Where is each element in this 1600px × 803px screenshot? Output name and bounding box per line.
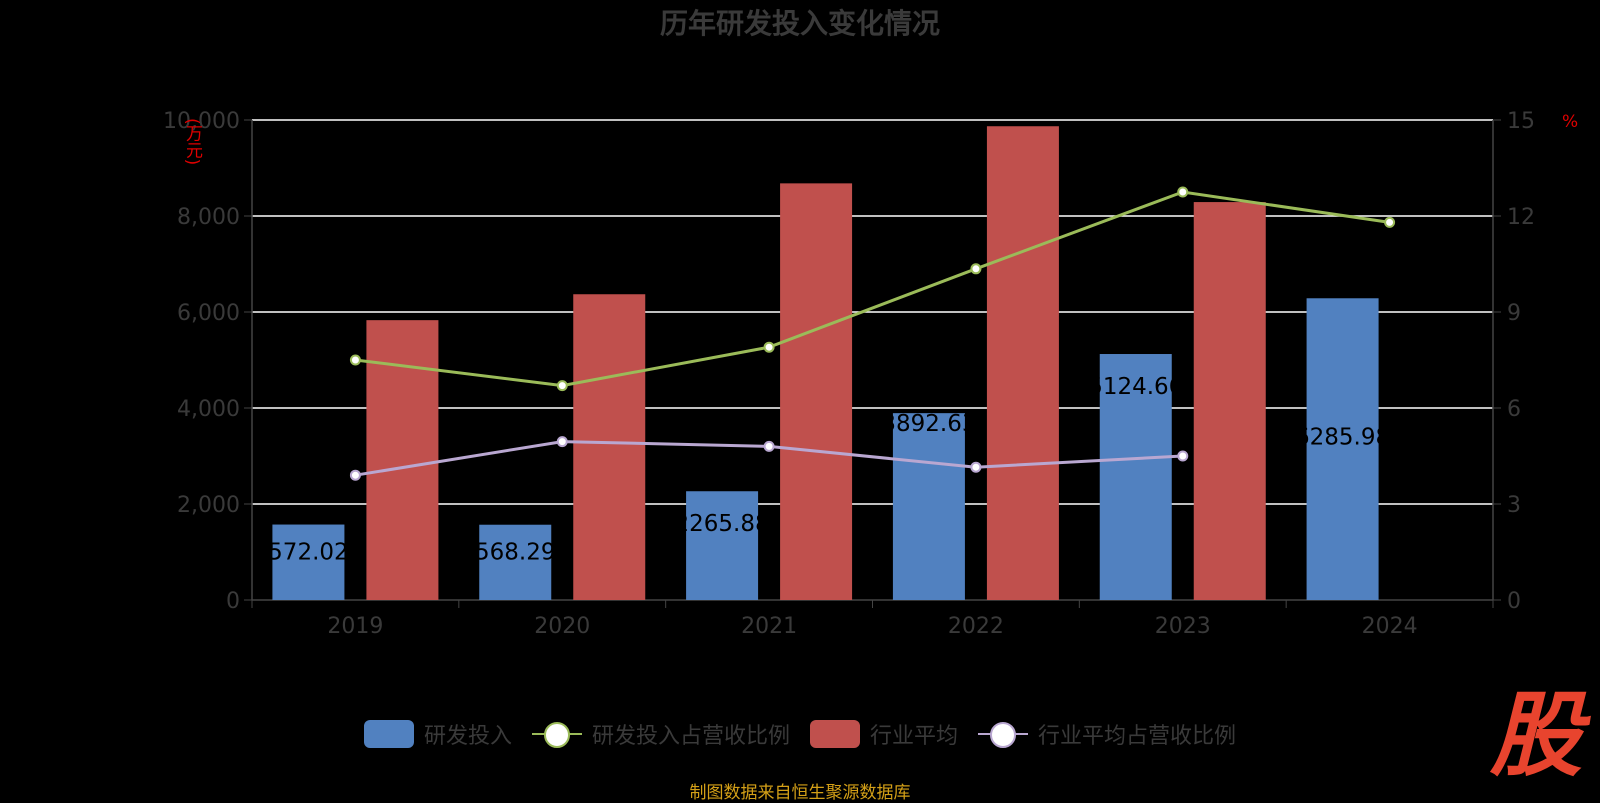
left-tick-label: 4,000 (177, 397, 240, 422)
legend-swatch-industry (810, 720, 860, 748)
rd-ratio-point (1384, 216, 1396, 228)
bar-data-label: 6285.98 (1295, 424, 1390, 450)
legend-label-industry-ratio: 行业平均占营收比例 (1038, 724, 1237, 749)
right-axis-unit: % (1562, 112, 1579, 132)
source-note: 制图数据来自恒生聚源数据库 (689, 783, 911, 803)
industry-ratio-point (1177, 450, 1189, 462)
watermark-logo: 股 (1490, 682, 1583, 789)
left-tick-label: 0 (226, 589, 240, 614)
x-tick-label: 2020 (534, 614, 590, 639)
bar-rd (892, 413, 965, 600)
right-tick-label: 15 (1507, 109, 1535, 134)
bar-industry (986, 126, 1059, 601)
legend-item-rd-ratio[interactable]: 研发投入占营收比例 (531, 718, 790, 750)
left-axis-unit: (万元) (182, 118, 202, 166)
bar-industry (573, 294, 646, 600)
bar-rd (1306, 298, 1379, 600)
x-tick-label: 2021 (741, 614, 797, 639)
x-tick-label: 2024 (1362, 614, 1418, 639)
legend-label-rd: 研发投入 (423, 724, 512, 749)
legend-swatch-rd (363, 720, 414, 748)
bar-data-label: 3892.63 (881, 411, 976, 437)
bar-data-label: 2265.88 (675, 511, 770, 537)
legend-item-industry-ratio[interactable]: 行业平均占营收比例 (978, 718, 1236, 750)
legend-swatch-industry-ratio (978, 720, 1029, 748)
rd-ratio-point (349, 354, 361, 366)
bar-data-label: 568.29 (475, 540, 555, 566)
right-tick-label: 9 (1507, 301, 1521, 326)
industry-ratio-point (763, 440, 775, 452)
industry-ratio-point (556, 436, 568, 448)
rd-ratio-point (1177, 186, 1189, 198)
left-tick-label: 2,000 (177, 493, 240, 518)
bar-rd (272, 524, 345, 600)
right-tick-label: 12 (1507, 205, 1535, 230)
industry-ratio-point (349, 469, 361, 481)
bar-rd (686, 491, 759, 600)
legend-item-rd[interactable]: 研发投入 (363, 718, 512, 750)
left-tick-label: 6,000 (177, 301, 240, 326)
chart-title: 历年研发投入变化情况 (659, 7, 940, 40)
right-tick-label: 0 (1507, 589, 1521, 614)
legend-swatch-rd-ratio (531, 720, 582, 748)
x-tick-label: 2019 (327, 614, 383, 639)
industry-ratio-point (970, 461, 982, 473)
left-tick-label: 8,000 (177, 205, 240, 230)
rd-ratio-line (355, 190, 1390, 388)
x-tick-label: 2022 (948, 614, 1004, 639)
bar-data-label: 572.02 (268, 540, 348, 566)
legend-label-industry: 行业平均 (870, 724, 959, 749)
rd-ratio-point (970, 263, 982, 275)
rd-ratio-point (763, 341, 775, 353)
x-tick-label: 2023 (1155, 614, 1211, 639)
rd-ratio-point (556, 380, 568, 392)
bar-rd (1099, 354, 1172, 600)
left-tick-label: 10,000 (163, 109, 240, 134)
bar-industry (1193, 202, 1266, 600)
legend-label-rd-ratio: 研发投入占营收比例 (591, 724, 790, 749)
bar-industry (780, 183, 853, 601)
right-tick-label: 3 (1507, 493, 1521, 518)
legend-item-industry[interactable]: 行业平均 (810, 718, 958, 750)
bar-data-label: 5124.66 (1088, 374, 1183, 400)
bar-rd (479, 524, 552, 600)
legend: 研发投入 研发投入占营收比例 行业平均 行业平均占营收比例 (0, 718, 1600, 750)
right-tick-label: 6 (1507, 397, 1521, 422)
